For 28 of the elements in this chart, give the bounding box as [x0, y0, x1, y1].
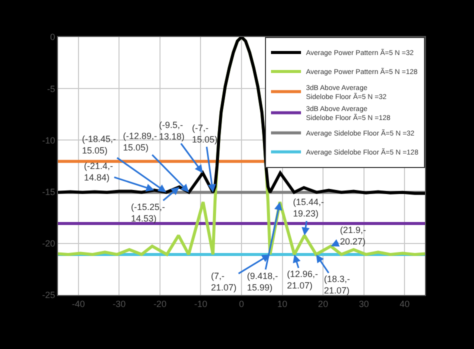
x-tick-label: 10 [277, 298, 288, 309]
x-tick-label: -20 [153, 298, 166, 309]
line-series [58, 37, 425, 195]
annotation: (15.44,- 19.23) [293, 197, 324, 219]
x-tick-label: -30 [112, 298, 126, 309]
annotation: (-9.5,- 13.18) [159, 120, 185, 142]
annotation: (18.3,- 21.07) [324, 274, 350, 296]
x-tick-label: 40 [400, 298, 410, 309]
annotation: (-18.45,- 15.05) [82, 134, 116, 156]
y-tick-label: -25 [42, 290, 56, 300]
y-tick-label: -20 [42, 238, 56, 249]
y-tick-label: 0 [50, 32, 56, 42]
annotation: (12.96,- 21.07) [287, 269, 318, 291]
y-tick-label: -5 [47, 84, 56, 94]
annotation: (-21.4,- 14.84) [84, 161, 114, 183]
x-tick-label: 0 [238, 298, 244, 309]
x-tick-label: -40 [72, 298, 85, 309]
annotation: (-15.25,- 14.53) [131, 202, 166, 224]
y-tick-label: -10 [42, 135, 56, 146]
annotation: (7,- 21.07) [211, 271, 237, 293]
annotation: (9.418,- 15.99) [247, 271, 278, 293]
x-tick-label: 30 [358, 298, 369, 309]
annotation: (-7,- 15.05) [192, 123, 218, 145]
y-tick-label: -15 [42, 186, 56, 197]
annotation: (-12.89,- 15.05) [123, 131, 158, 153]
annotation: (21.9,- 20.27) [340, 225, 366, 247]
x-tick-label: -10 [194, 298, 208, 309]
x-tick-label: 20 [318, 298, 328, 309]
